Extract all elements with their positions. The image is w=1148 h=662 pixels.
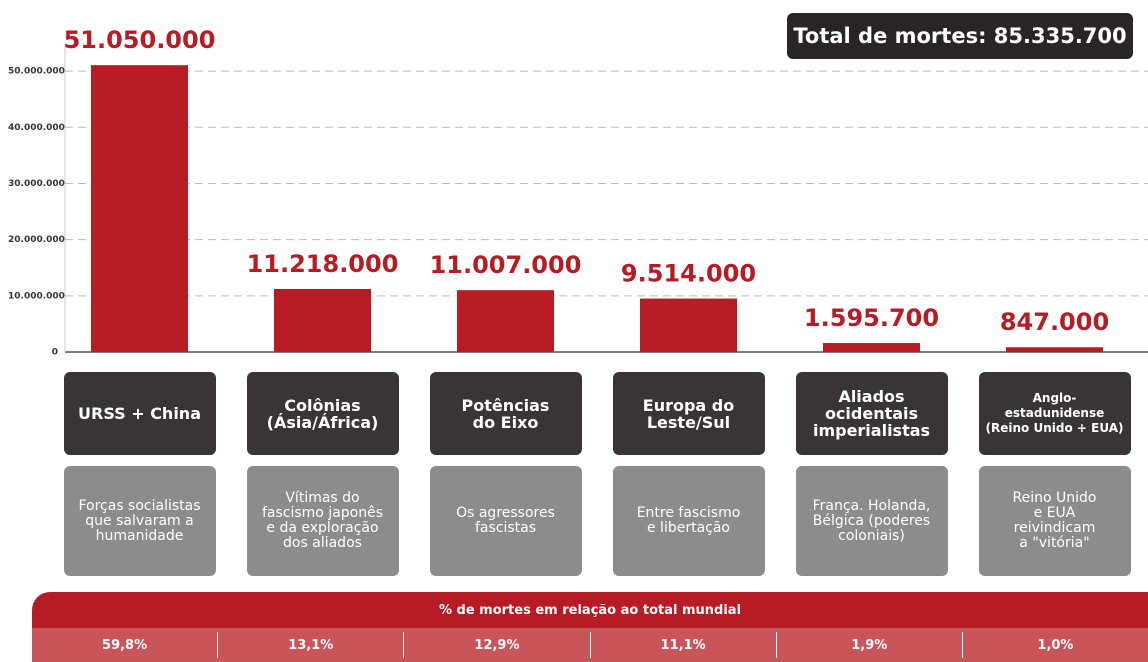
bar xyxy=(274,288,371,352)
value-label: 11.218.000 xyxy=(247,250,399,278)
percent-cell: 13,1% xyxy=(217,632,403,658)
value-label: 51.050.000 xyxy=(64,26,216,54)
value-label: 9.514.000 xyxy=(621,260,756,288)
category-description: Vítimas do fascismo japonês e da explora… xyxy=(246,466,399,576)
bar xyxy=(1006,347,1103,352)
category-description: Forças socialistas que salvaram a humani… xyxy=(63,466,216,576)
category-description: França. Holanda, Bélgica (poderes coloni… xyxy=(795,466,948,576)
percent-title: % de mortes em relação ao total mundial xyxy=(32,592,1148,628)
percent-cell: 1,0% xyxy=(961,632,1148,658)
value-label: 11.007.000 xyxy=(430,251,582,279)
chart: 0 10.000.000 20.000.000 30.000.000 40.000.00… xyxy=(8,26,1148,358)
y-tick-label: 50.000.000 xyxy=(8,67,65,77)
percent-panel: % de mortes em relação ao total mundial … xyxy=(32,592,1148,662)
y-tick-label: 0 xyxy=(52,348,58,358)
percent-cell: 12,9% xyxy=(403,632,589,658)
category-label: Aliados ocidentais imperialistas xyxy=(795,372,948,455)
y-tick-label: 40.000.000 xyxy=(8,123,65,133)
bar xyxy=(91,65,188,352)
percent-cell: 11,1% xyxy=(589,632,776,658)
category-description: Os agressores fascistas xyxy=(429,466,582,576)
percent-row: 59,8% 13,1% 12,9% 11,1% 1,9% 1,0% xyxy=(32,628,1148,662)
value-label: 1.595.700 xyxy=(804,304,939,332)
category-label: Europa do Leste/Sul xyxy=(612,372,765,455)
percent-cell: 1,9% xyxy=(775,632,962,658)
total-badge: Total de mortes: 85.335.700 xyxy=(787,13,1133,59)
percent-cell: 59,8% xyxy=(102,637,148,653)
y-tick-label: 10.000.000 xyxy=(8,291,65,301)
category-label: Colônias (Ásia/África) xyxy=(246,372,399,455)
category-label: Anglo- estadunidense (Reino Unido + EUA) xyxy=(978,372,1131,455)
category-label: Potências do Eixo xyxy=(429,372,582,455)
bar xyxy=(640,298,737,352)
bar xyxy=(457,290,554,352)
category-description: Entre fascismo e libertação xyxy=(612,466,765,576)
y-tick-label: 30.000.000 xyxy=(8,179,65,189)
category-label: URSS + China xyxy=(63,372,216,455)
value-label: 847.000 xyxy=(1000,308,1109,336)
y-tick-label: 20.000.000 xyxy=(8,235,65,245)
category-description: Reino Unido e EUA reivindicam a "vitória… xyxy=(978,466,1131,576)
bar xyxy=(823,343,920,352)
